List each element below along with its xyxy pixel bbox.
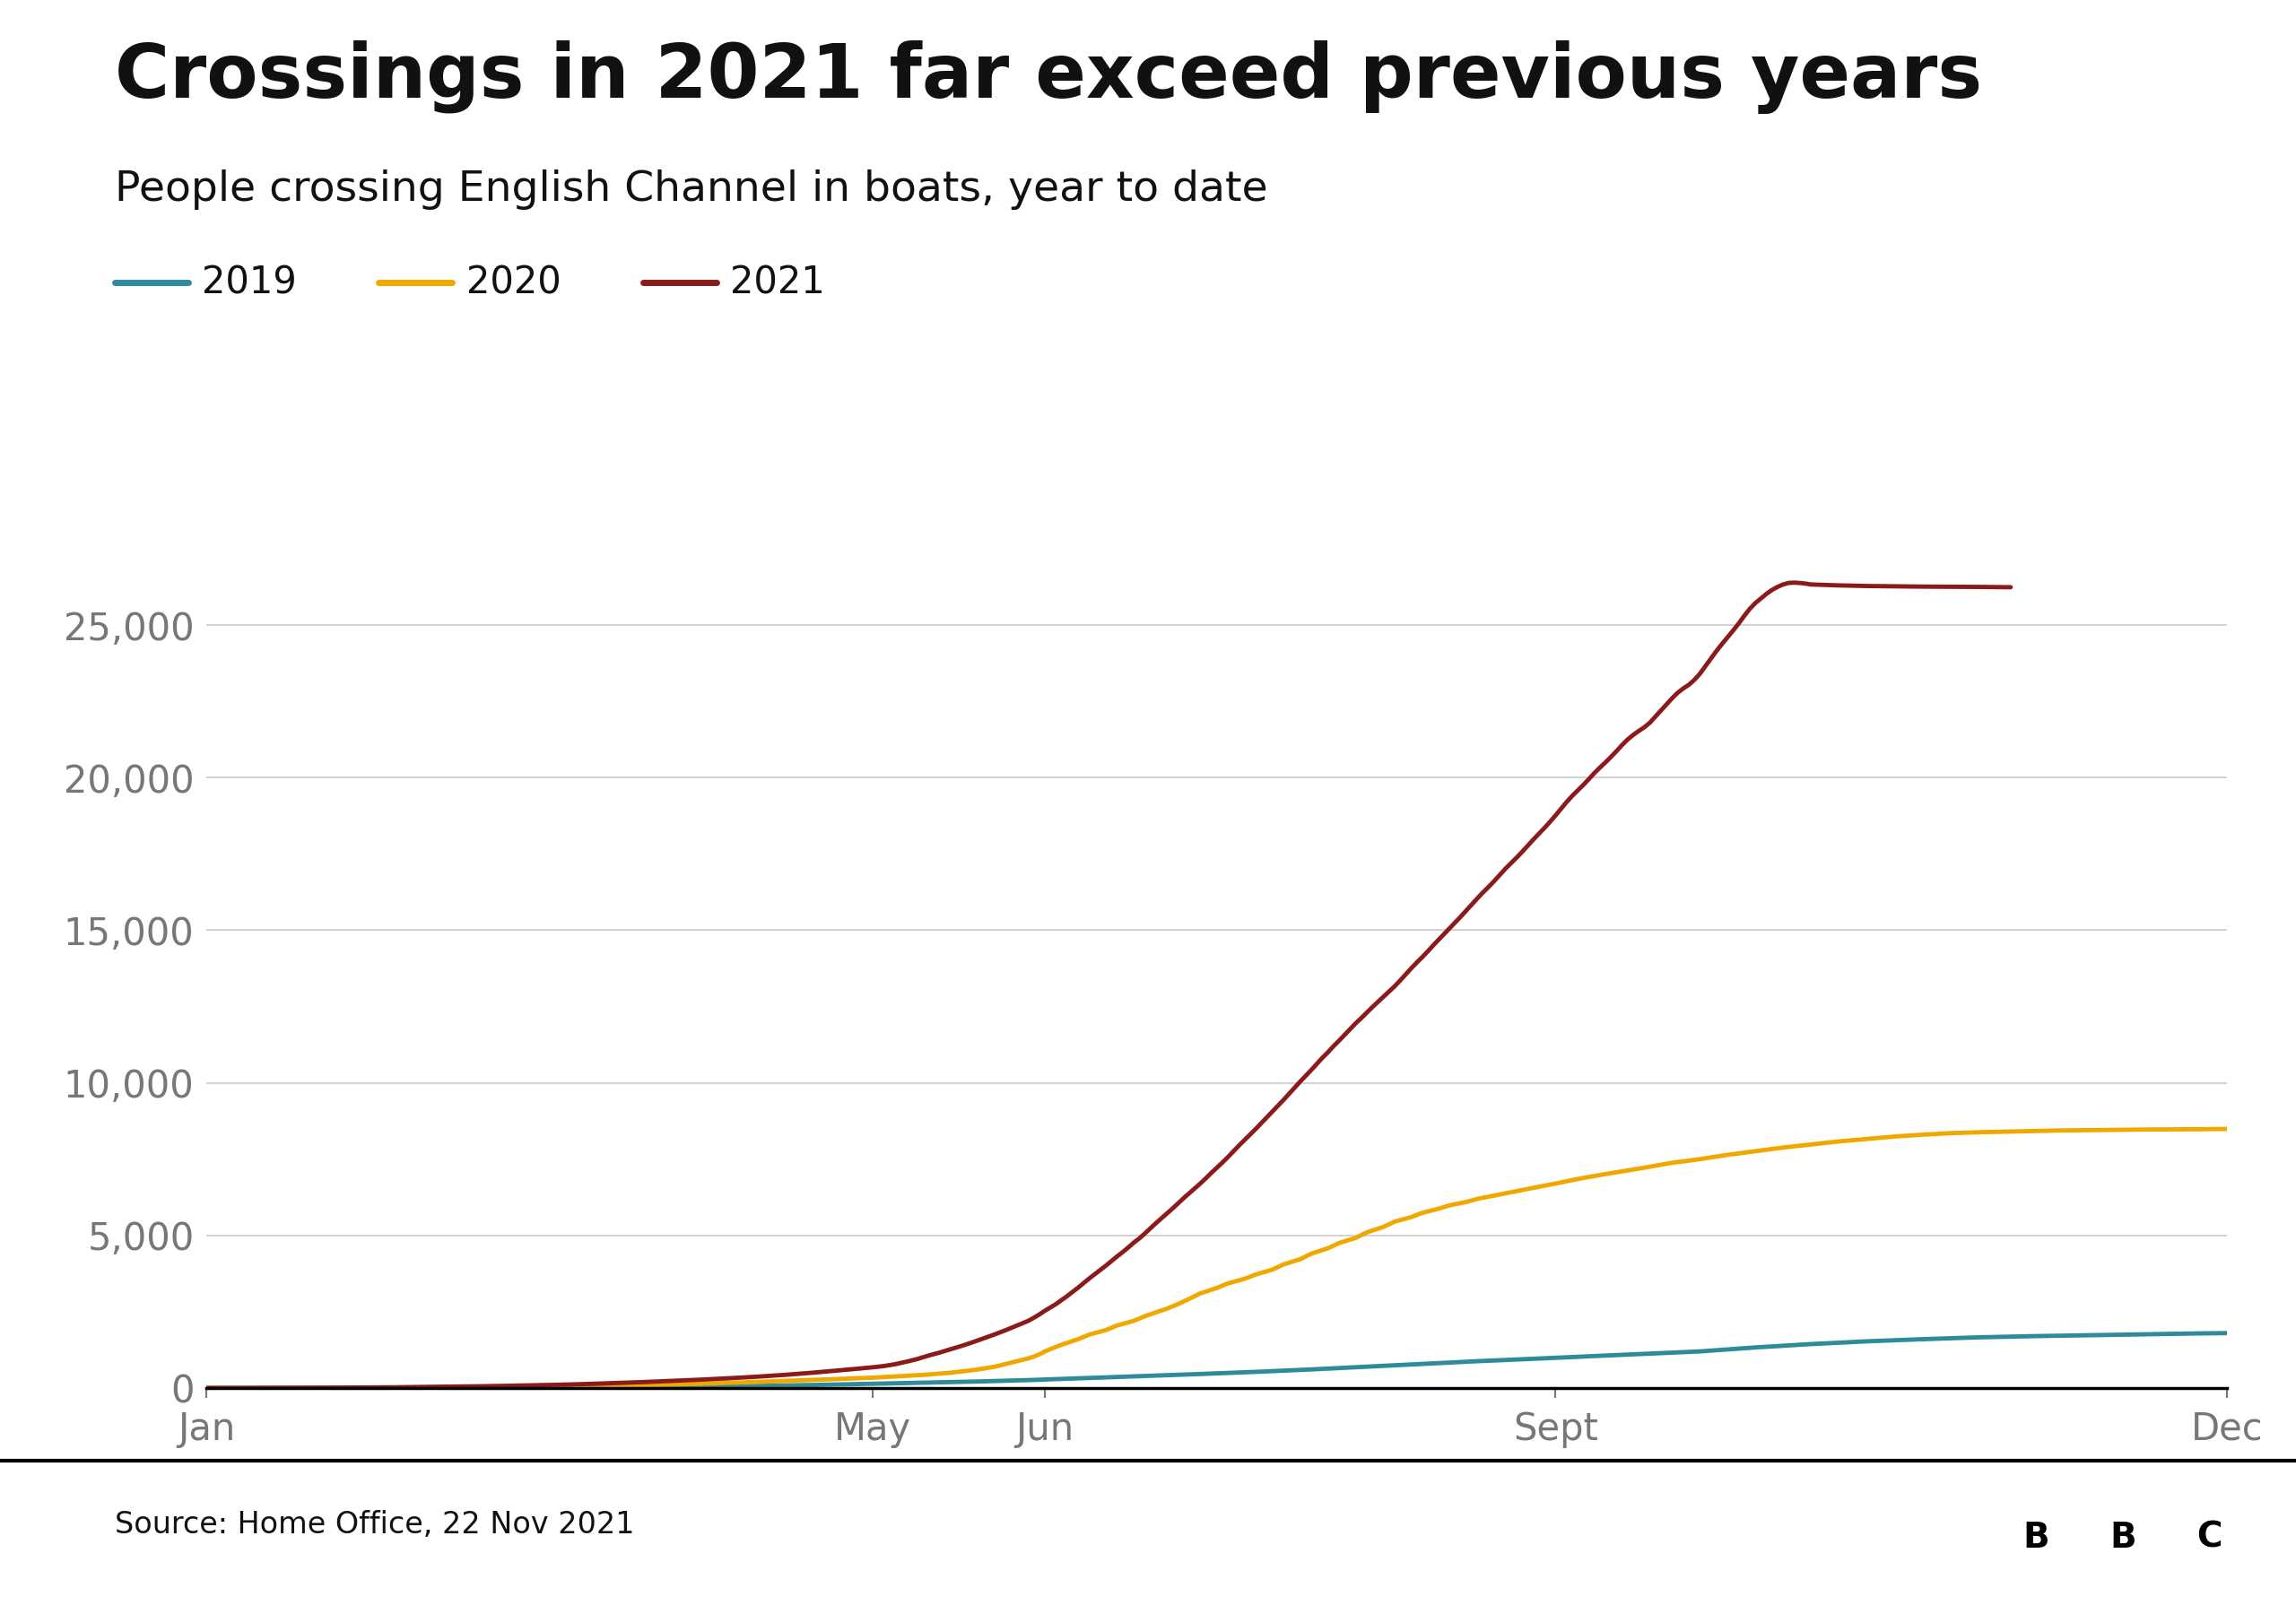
Text: C: C — [2197, 1520, 2223, 1554]
FancyBboxPatch shape — [2089, 1488, 2156, 1585]
FancyBboxPatch shape — [2004, 1488, 2069, 1585]
Text: B: B — [2110, 1520, 2135, 1554]
Text: 2020: 2020 — [466, 263, 560, 302]
Text: People crossing English Channel in boats, year to date: People crossing English Channel in boats… — [115, 169, 1267, 210]
Text: B: B — [2023, 1520, 2050, 1554]
Text: 2021: 2021 — [730, 263, 824, 302]
Text: 2019: 2019 — [202, 263, 296, 302]
Text: Crossings in 2021 far exceed previous years: Crossings in 2021 far exceed previous ye… — [115, 40, 1981, 115]
FancyBboxPatch shape — [2177, 1488, 2243, 1585]
Text: Source: Home Office, 22 Nov 2021: Source: Home Office, 22 Nov 2021 — [115, 1511, 634, 1540]
